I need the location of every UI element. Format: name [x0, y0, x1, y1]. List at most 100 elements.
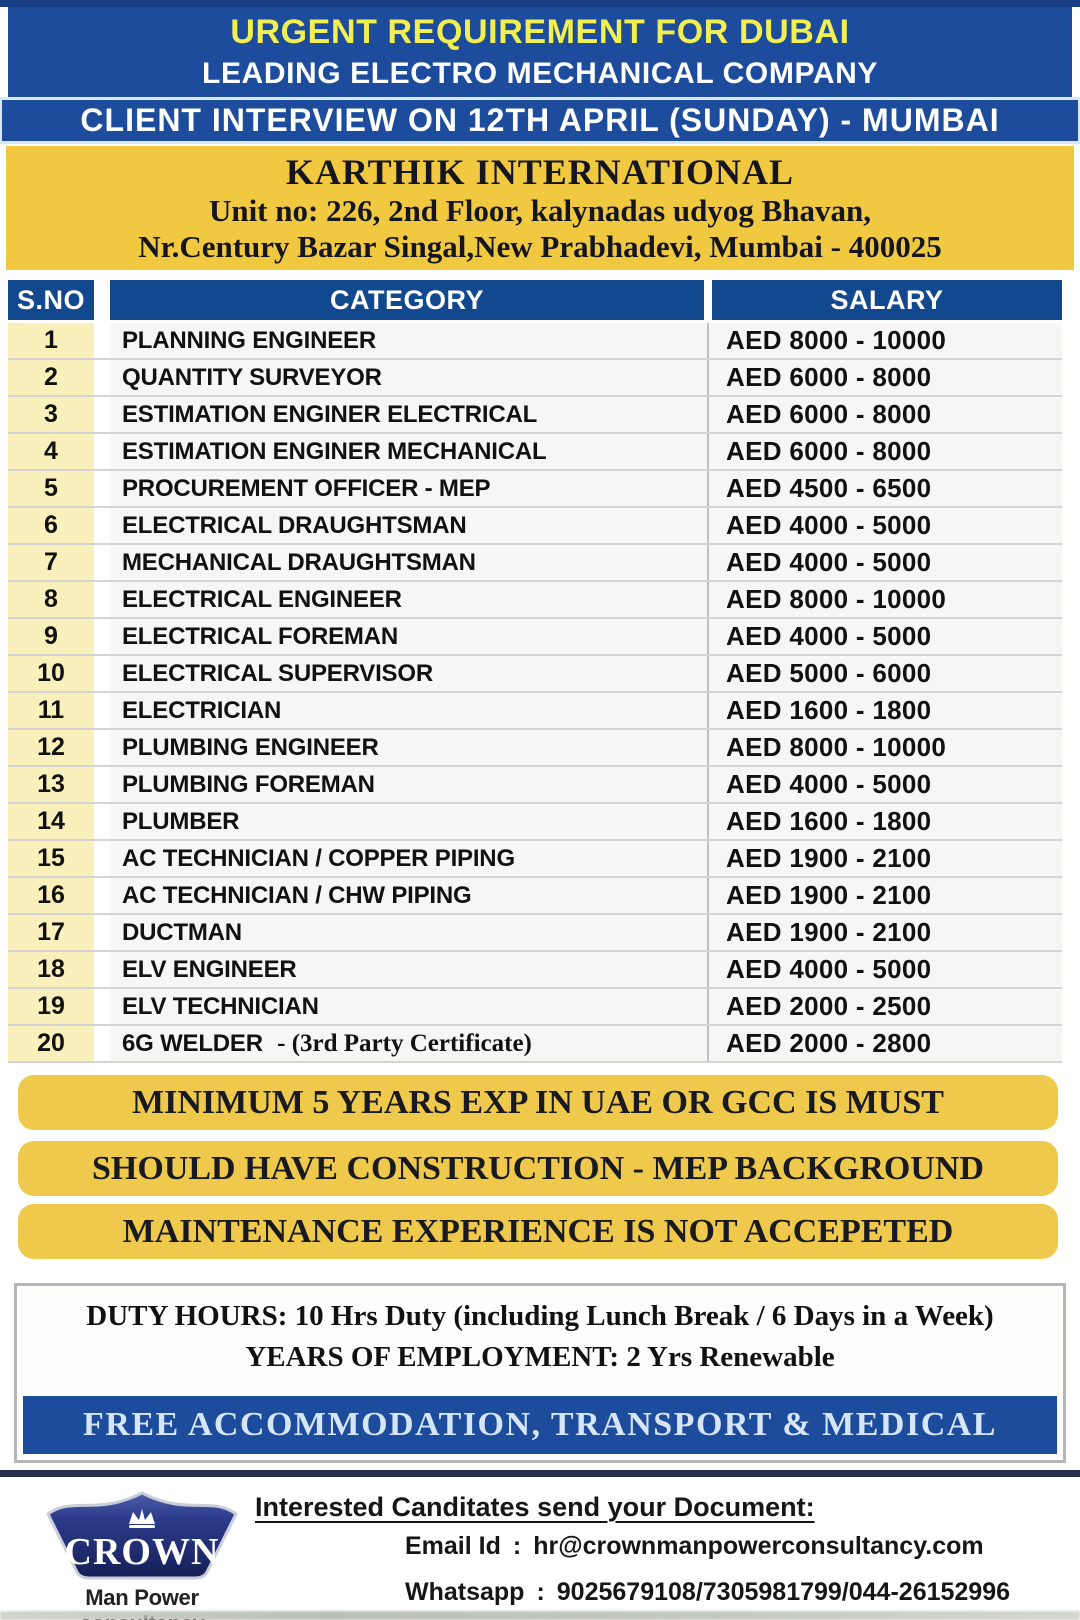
duty-hours-text: DUTY HOURS: 10 Hrs Duty (including Lunch… — [86, 1300, 994, 1332]
column-header-salary: SALARY — [712, 280, 1062, 320]
row-salary: AED 2000 - 2800 — [712, 1026, 1062, 1061]
row-sno: 3 — [8, 397, 94, 432]
row-sno: 16 — [8, 878, 94, 913]
row-salary: AED 1900 - 2100 — [712, 915, 1062, 950]
row-category-text: AC TECHNICIAN / CHW PIPING — [122, 881, 472, 909]
row-salary: AED 4000 - 5000 — [712, 545, 1062, 580]
row-category-text: ESTIMATION ENGINER MECHANICAL — [122, 437, 547, 465]
column-header-category: CATEGORY — [110, 280, 704, 320]
row-sno: 18 — [8, 952, 94, 987]
row-category-note: - (3rd Party Certificate) — [270, 1029, 532, 1057]
row-category-text: 6G WELDER — [122, 1029, 263, 1057]
table-row: 3 ESTIMATION ENGINER ELECTRICAL AED 6000… — [8, 397, 1062, 434]
whatsapp-separator: : — [536, 1578, 545, 1606]
row-sno: 15 — [8, 841, 94, 876]
row-category: PROCUREMENT OFFICER - MEP — [110, 471, 704, 506]
row-category: ELECTRICAL ENGINEER — [110, 582, 704, 617]
column-divider — [704, 582, 712, 617]
note-banner-background: SHOULD HAVE CONSTRUCTION - MEP BACKGROUN… — [18, 1141, 1058, 1196]
column-divider — [704, 989, 712, 1024]
venue-address-line1: Unit no: 226, 2nd Floor, kalynadas udyog… — [208, 193, 872, 228]
email-row: Email Id : hr@crownmanpowerconsultancy.c… — [405, 1532, 984, 1561]
interview-banner: CLIENT INTERVIEW ON 12TH APRIL (SUNDAY) … — [0, 97, 1080, 144]
table-row: 8 ELECTRICAL ENGINEER AED 8000 - 10000 — [8, 582, 1062, 619]
column-divider — [704, 397, 712, 432]
row-category: ELV TECHNICIAN — [110, 989, 704, 1024]
row-category: QUANTITY SURVEYOR — [110, 360, 704, 395]
row-gap — [94, 545, 110, 580]
column-divider — [704, 915, 712, 950]
employment-text: YEARS OF EMPLOYMENT: 2 Yrs Renewable — [245, 1341, 835, 1373]
row-category-text: ELV TECHNICIAN — [122, 992, 319, 1020]
row-gap — [94, 397, 110, 432]
row-salary: AED 1600 - 1800 — [712, 693, 1062, 728]
terms-box: DUTY HOURS: 10 Hrs Duty (including Lunch… — [14, 1283, 1066, 1463]
crown-icon: CROWN — [46, 1491, 238, 1580]
row-category-text: DUCTMAN — [122, 918, 242, 946]
column-divider — [704, 360, 712, 395]
row-category: PLUMBER — [110, 804, 704, 839]
row-category-text: PLUMBING FOREMAN — [122, 770, 375, 798]
row-category-text: MECHANICAL DRAUGHTSMAN — [122, 548, 476, 576]
row-salary: AED 8000 - 10000 — [712, 730, 1062, 765]
row-category: ELECTRICAL DRAUGHTSMAN — [110, 508, 704, 543]
row-gap — [94, 619, 110, 654]
row-salary: AED 6000 - 8000 — [712, 397, 1062, 432]
table-row: 14 PLUMBER AED 1600 - 1800 — [8, 804, 1062, 841]
table-row: 10 ELECTRICAL SUPERVISOR AED 5000 - 6000 — [8, 656, 1062, 693]
venue-address-line2: Nr.Century Bazar Singal,New Prabhadevi, … — [138, 229, 942, 264]
email-label: Email Id — [405, 1532, 501, 1560]
row-salary: AED 5000 - 6000 — [712, 656, 1062, 691]
row-gap — [94, 508, 110, 543]
row-salary: AED 4000 - 5000 — [712, 767, 1062, 802]
row-sno: 20 — [8, 1026, 94, 1061]
table-row: 19 ELV TECHNICIAN AED 2000 - 2500 — [8, 989, 1062, 1026]
row-sno: 5 — [8, 471, 94, 506]
row-salary: AED 2000 - 2500 — [712, 989, 1062, 1024]
row-gap — [94, 360, 110, 395]
bottom-scan-strip — [0, 1611, 1080, 1620]
row-category: ELV ENGINEER — [110, 952, 704, 987]
column-divider — [704, 730, 712, 765]
column-divider — [704, 323, 712, 358]
row-gap — [94, 878, 110, 913]
row-salary: AED 4500 - 6500 — [712, 471, 1062, 506]
row-salary: AED 1900 - 2100 — [712, 841, 1062, 876]
row-category-text: ELECTRICIAN — [122, 696, 282, 724]
header-subtitle: LEADING ELECTRO MECHANICAL COMPANY — [202, 57, 878, 90]
row-salary: AED 1900 - 2100 — [712, 878, 1062, 913]
row-sno: 2 — [8, 360, 94, 395]
row-salary: AED 1600 - 1800 — [712, 804, 1062, 839]
footer-divider — [0, 1470, 1080, 1477]
table-row: 6 ELECTRICAL DRAUGHTSMAN AED 4000 - 5000 — [8, 508, 1062, 545]
table-row: 9 ELECTRICAL FOREMAN AED 4000 - 5000 — [8, 619, 1062, 656]
header: URGENT REQUIREMENT FOR DUBAI LEADING ELE… — [8, 7, 1072, 97]
column-header-sno: S.NO — [8, 280, 94, 320]
row-category: ESTIMATION ENGINER ELECTRICAL — [110, 397, 704, 432]
whatsapp-row: Whatsapp : 9025679108/7305981799/044-261… — [405, 1578, 1010, 1607]
row-gap — [94, 582, 110, 617]
row-category-text: ELECTRICAL DRAUGHTSMAN — [122, 511, 467, 539]
row-category: ESTIMATION ENGINER MECHANICAL — [110, 434, 704, 469]
row-sno: 17 — [8, 915, 94, 950]
table-row: 12 PLUMBING ENGINEER AED 8000 - 10000 — [8, 730, 1062, 767]
table-row: 17 DUCTMAN AED 1900 - 2100 — [8, 915, 1062, 952]
row-salary: AED 6000 - 8000 — [712, 434, 1062, 469]
table-row: 5 PROCUREMENT OFFICER - MEP AED 4500 - 6… — [8, 471, 1062, 508]
svg-text:CROWN: CROWN — [65, 1531, 220, 1573]
row-sno: 13 — [8, 767, 94, 802]
column-divider — [704, 693, 712, 728]
note-banner-experience: MINIMUM 5 YEARS EXP IN UAE OR GCC IS MUS… — [18, 1075, 1058, 1130]
column-divider — [704, 767, 712, 802]
email-value: hr@crownmanpowerconsultancy.com — [533, 1532, 984, 1560]
table-row: 13 PLUMBING FOREMAN AED 4000 - 5000 — [8, 767, 1062, 804]
row-category: DUCTMAN — [110, 915, 704, 950]
table-row: 7 MECHANICAL DRAUGHTSMAN AED 4000 - 5000 — [8, 545, 1062, 582]
table-row: 1 PLANNING ENGINEER AED 8000 - 10000 — [8, 323, 1062, 360]
table-row: 11 ELECTRICIAN AED 1600 - 1800 — [8, 693, 1062, 730]
row-category: ELECTRICIAN — [110, 693, 704, 728]
row-category: PLANNING ENGINEER — [110, 323, 704, 358]
benefits-bar: FREE ACCOMMODATION, TRANSPORT & MEDICAL — [23, 1396, 1057, 1454]
row-salary: AED 4000 - 5000 — [712, 508, 1062, 543]
table-row: 20 6G WELDER - (3rd Party Certificate) A… — [8, 1026, 1062, 1063]
